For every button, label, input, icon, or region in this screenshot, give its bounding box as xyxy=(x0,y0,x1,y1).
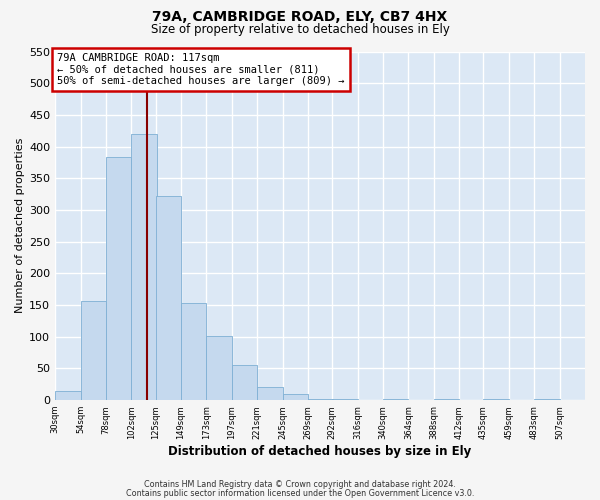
Bar xyxy=(308,399,333,400)
Y-axis label: Number of detached properties: Number of detached properties xyxy=(15,138,25,314)
Text: Contains public sector information licensed under the Open Government Licence v3: Contains public sector information licen… xyxy=(126,490,474,498)
Bar xyxy=(434,399,459,400)
Bar xyxy=(55,390,80,400)
Bar xyxy=(181,303,206,400)
Bar xyxy=(106,158,131,400)
Text: 79A, CAMBRIDGE ROAD, ELY, CB7 4HX: 79A, CAMBRIDGE ROAD, ELY, CB7 4HX xyxy=(152,10,448,24)
Text: Size of property relative to detached houses in Ely: Size of property relative to detached ho… xyxy=(151,22,449,36)
Text: 79A CAMBRIDGE ROAD: 117sqm
← 50% of detached houses are smaller (811)
50% of sem: 79A CAMBRIDGE ROAD: 117sqm ← 50% of deta… xyxy=(57,53,345,86)
Bar xyxy=(283,394,308,400)
X-axis label: Distribution of detached houses by size in Ely: Distribution of detached houses by size … xyxy=(169,444,472,458)
Bar xyxy=(257,388,283,400)
Bar xyxy=(80,300,106,400)
Bar xyxy=(232,365,257,400)
Text: Contains HM Land Registry data © Crown copyright and database right 2024.: Contains HM Land Registry data © Crown c… xyxy=(144,480,456,489)
Bar xyxy=(155,196,181,400)
Bar xyxy=(206,336,232,400)
Bar xyxy=(131,134,157,400)
